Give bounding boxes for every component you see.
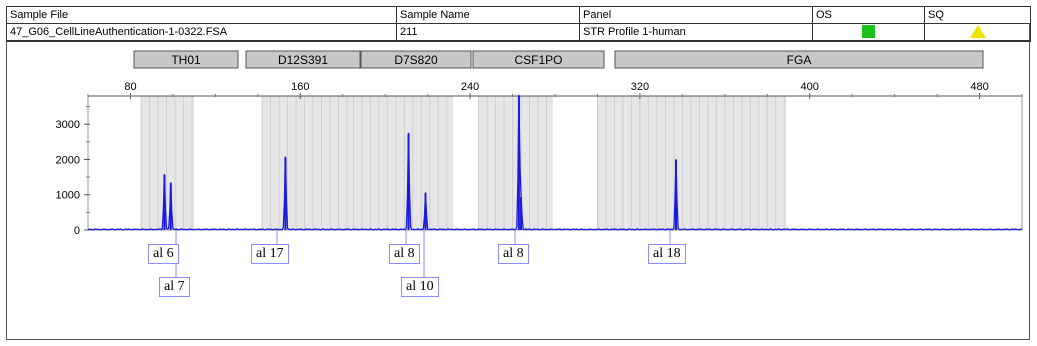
sample-file-cell: 47_G06_CellLineAuthentication-1-0322.FSA — [6, 23, 397, 42]
allele-call-label[interactable]: al 8 — [498, 244, 529, 264]
sample-table: Sample File Sample Name Panel OS SQ 47_G… — [6, 6, 1031, 42]
allele-call-label[interactable]: al 7 — [159, 277, 190, 297]
y-tick-label: 1000 — [56, 190, 80, 202]
sample-row[interactable]: 47_G06_CellLineAuthentication-1-0322.FSA… — [6, 23, 1031, 42]
col-sq[interactable]: SQ — [924, 6, 1031, 24]
col-os[interactable]: OS — [812, 6, 925, 24]
marker-label-d12s391: D12S391 — [278, 53, 328, 67]
os-pass-icon — [862, 25, 875, 39]
sample-table-header: Sample File Sample Name Panel OS SQ — [6, 6, 1031, 24]
x-tick-label: 480 — [970, 81, 988, 93]
allele-call-label[interactable]: al 6 — [148, 244, 179, 264]
marker-label-th01: TH01 — [171, 53, 201, 67]
x-tick-label: 80 — [124, 81, 136, 93]
x-tick-label: 320 — [631, 81, 649, 93]
y-tick-label: 3000 — [56, 119, 80, 131]
bin-region — [141, 96, 195, 230]
x-tick-label: 240 — [461, 81, 479, 93]
bin-region — [262, 96, 354, 230]
marker-bar-csf1po — [472, 50, 605, 69]
marker-label-fga: FGA — [787, 53, 812, 67]
marker-bar-d12s391 — [245, 50, 361, 69]
signal-trace — [87, 94, 1023, 231]
plot-area — [87, 95, 1023, 231]
sq-warning-icon — [969, 25, 986, 39]
sq-cell — [924, 23, 1031, 42]
marker-label-d7s820: D7S820 — [394, 53, 438, 67]
bin-region — [478, 96, 553, 230]
allele-call-label[interactable]: al 17 — [251, 244, 289, 264]
x-tick-label: 400 — [801, 81, 819, 93]
y-tick-label: 2000 — [56, 154, 80, 166]
marker-bar-d7s820 — [360, 50, 472, 69]
marker-bar-fga — [614, 50, 984, 69]
col-sample-name[interactable]: Sample Name — [396, 6, 580, 24]
col-panel[interactable]: Panel — [579, 6, 813, 24]
marker-label-csf1po: CSF1PO — [514, 53, 562, 67]
y-tick-label: 0 — [74, 225, 80, 237]
allele-call-label[interactable]: al 18 — [648, 244, 686, 264]
allele-call-label[interactable]: al 8 — [389, 244, 420, 264]
sample-name-cell: 211 — [396, 23, 580, 42]
panel-cell: STR Profile 1-human — [579, 23, 813, 42]
allele-call-label[interactable]: al 10 — [401, 277, 439, 297]
x-tick-label: 160 — [291, 81, 309, 93]
marker-bar-th01 — [133, 50, 239, 69]
col-sample-file[interactable]: Sample File — [6, 6, 397, 24]
bin-region — [597, 96, 787, 230]
